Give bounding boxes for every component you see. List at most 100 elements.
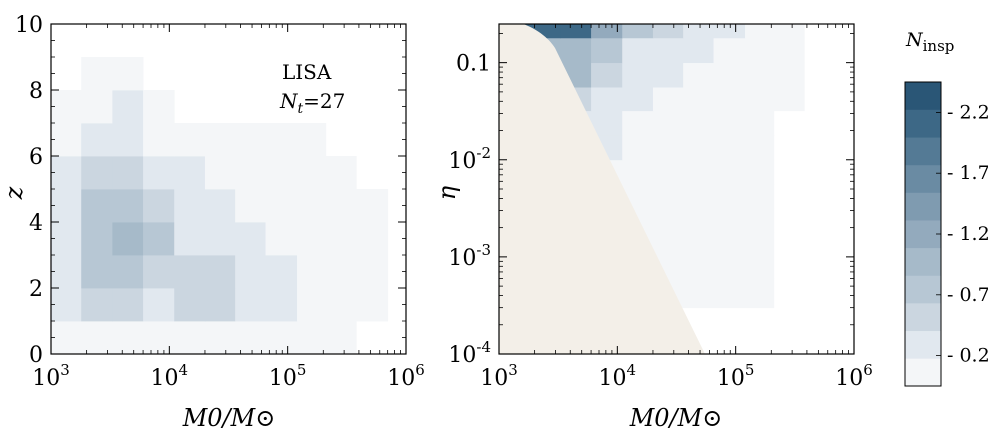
heatmap-cell — [683, 232, 714, 258]
heatmap-cell — [652, 110, 684, 136]
heatmap-cell — [174, 189, 206, 223]
heatmap-cell — [81, 189, 113, 223]
heatmap-cell — [235, 189, 266, 223]
left-ticks: 103 104 105 106 0 2 4 6 8 10 — [15, 13, 425, 391]
colorbar-swatch — [905, 109, 941, 138]
heatmap-cell — [745, 37, 775, 64]
heatmap-cell — [356, 222, 389, 256]
left-heatmap-cells — [51, 57, 389, 355]
heatmap-cell — [683, 37, 714, 64]
heatmap-cell — [112, 156, 144, 190]
heatmap-cell — [297, 288, 327, 322]
heatmap-cell — [204, 189, 236, 223]
heatmap-cell — [745, 256, 775, 279]
heatmap-cell — [265, 321, 298, 355]
heatmap-cell — [713, 37, 746, 64]
heatmap-cell — [204, 321, 236, 355]
heatmap-cell — [325, 255, 357, 289]
heatmap-cell — [622, 110, 654, 136]
right-ylabel: η — [433, 185, 461, 200]
heatmap-cell — [652, 37, 684, 64]
heatmap-cell — [713, 87, 746, 112]
right-ticks: 103 104 105 106 0.1 10-2 10-3 10-4 — [448, 24, 873, 391]
heatmap-cell — [51, 222, 82, 256]
heatmap-cell — [713, 62, 746, 88]
x-tick-label: 104 — [151, 361, 189, 391]
heatmap-cell — [112, 321, 144, 355]
heatmap-cell — [745, 87, 775, 112]
heatmap-cell — [773, 24, 805, 39]
heatmap-cell — [81, 222, 113, 256]
x-tick-label: 103 — [480, 361, 518, 391]
y-tick-label: 10-2 — [448, 144, 491, 174]
heatmap-cell — [713, 134, 746, 161]
heatmap-cell — [683, 278, 714, 309]
heatmap-cell — [81, 288, 113, 322]
colorbar-swatch — [905, 275, 941, 304]
y-tick-label: 6 — [29, 145, 43, 170]
heatmap-cell — [81, 321, 113, 355]
heatmap-cell — [174, 255, 206, 289]
heatmap-cell — [265, 222, 298, 256]
x-tick-label: 105 — [269, 361, 307, 391]
heatmap-cell — [745, 159, 775, 185]
heatmap-cell — [745, 278, 775, 309]
x-tick-label: 103 — [32, 361, 70, 391]
annotation-lisa: LISA — [282, 60, 332, 84]
heatmap-cell — [112, 255, 144, 289]
colorbar-swatch — [905, 137, 941, 166]
y-tick-label: 10 — [15, 13, 43, 38]
heatmap-cell — [683, 256, 714, 279]
heatmap-cell — [356, 189, 389, 223]
heatmap-cell — [560, 37, 592, 64]
colorbar-tick-label: - 0.75 — [947, 284, 988, 306]
heatmap-cell — [51, 156, 82, 190]
heatmap-cell — [51, 321, 82, 355]
heatmap-cell — [622, 24, 654, 39]
y-tick-label: 0.1 — [456, 52, 491, 77]
heatmap-cell — [356, 255, 389, 289]
heatmap-cell — [143, 90, 175, 124]
colorbar-tick-label: - 0.25 — [947, 345, 988, 367]
heatmap-cell — [265, 123, 298, 157]
heatmap-cell — [713, 207, 746, 233]
heatmap-cell — [81, 123, 113, 157]
y-tick-label: 10-3 — [448, 241, 491, 271]
heatmap-cell — [591, 110, 623, 136]
heatmap-cell — [745, 184, 775, 209]
x-tick-label: 104 — [599, 361, 637, 391]
colorbar-tick-label: - 1.25 — [947, 223, 988, 245]
heatmap-cell — [713, 256, 746, 279]
heatmap-cell — [235, 222, 266, 256]
heatmap-cell — [713, 110, 746, 136]
colorbar-tick-label: - 2.25 — [947, 101, 988, 123]
y-tick-label: 10-4 — [448, 338, 491, 368]
heatmap-cell — [112, 189, 144, 223]
colorbar-swatch — [905, 247, 941, 276]
heatmap-cell — [683, 207, 714, 233]
heatmap-cell — [297, 321, 327, 355]
heatmap-cell — [713, 24, 746, 39]
annotation-nt: Nt=27 — [279, 89, 345, 117]
heatmap-cell — [683, 110, 714, 136]
heatmap-cell — [591, 62, 623, 88]
heatmap-cell — [112, 222, 144, 256]
heatmap-cell — [683, 24, 714, 39]
heatmap-cell — [174, 222, 206, 256]
colorbar-tick-label: - 1.75 — [947, 162, 988, 184]
heatmap-cell — [683, 62, 714, 88]
heatmap-cell — [143, 123, 175, 157]
heatmap-cell — [235, 288, 266, 322]
heatmap-cell — [297, 123, 327, 157]
heatmap-cell — [143, 321, 175, 355]
heatmap-cell — [683, 159, 714, 185]
heatmap-cell — [143, 222, 175, 256]
heatmap-cell — [143, 255, 175, 289]
heatmap-cell — [143, 288, 175, 322]
colorbar-swatch — [905, 164, 941, 193]
heatmap-cell — [174, 123, 206, 157]
heatmap-cell — [745, 62, 775, 88]
heatmap-cell — [591, 87, 623, 112]
left-panel: 103 104 105 106 0 2 4 6 8 10 LISA Nt=27 z M0/M⊙ — [0, 13, 425, 432]
